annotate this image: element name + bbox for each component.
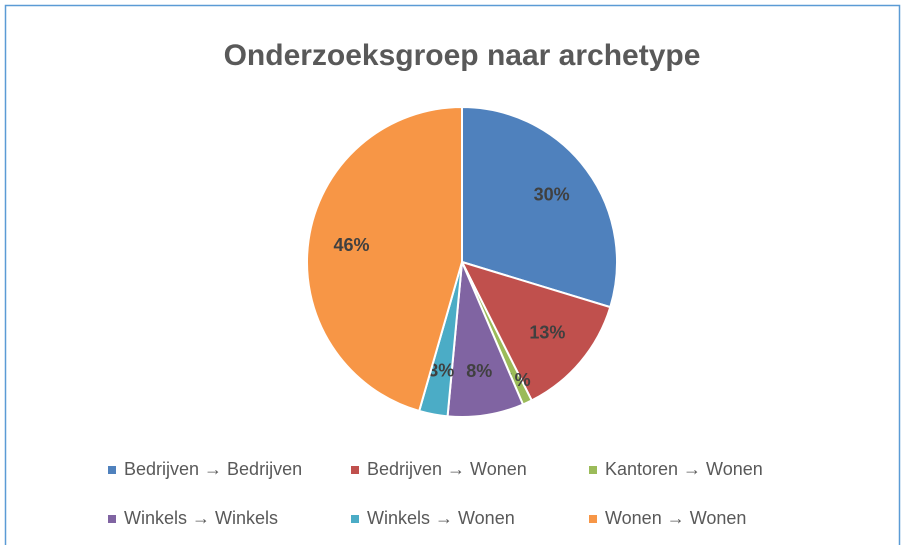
legend-marker: [351, 515, 359, 523]
legend-marker: [108, 515, 116, 523]
legend-label: Winkels → Winkels: [124, 508, 278, 528]
legend-label: Kantoren → Wonen: [605, 459, 763, 479]
legend-label: Wonen → Wonen: [605, 508, 746, 528]
data-label: 46%: [333, 235, 369, 255]
frame: [4, 4, 901, 545]
legend-marker: [589, 466, 597, 474]
data-label: 8%: [466, 361, 492, 381]
legend-label: Bedrijven → Wonen: [367, 459, 527, 479]
legend-label: Bedrijven → Bedrijven: [124, 459, 302, 479]
legend-marker: [108, 466, 116, 474]
chart-title: Onderzoeksgroep naar archetype: [224, 39, 701, 72]
pie-slice: [306, 105, 463, 413]
pie-slice: [461, 105, 618, 309]
pie-slice: [460, 260, 612, 402]
legend-marker: [589, 515, 597, 523]
legend-marker: [351, 466, 359, 474]
data-label: 3%: [428, 360, 454, 380]
data-label: 30%: [534, 184, 570, 204]
data-label: 13%: [529, 323, 565, 343]
legend-label: Winkels → Wonen: [367, 508, 515, 528]
